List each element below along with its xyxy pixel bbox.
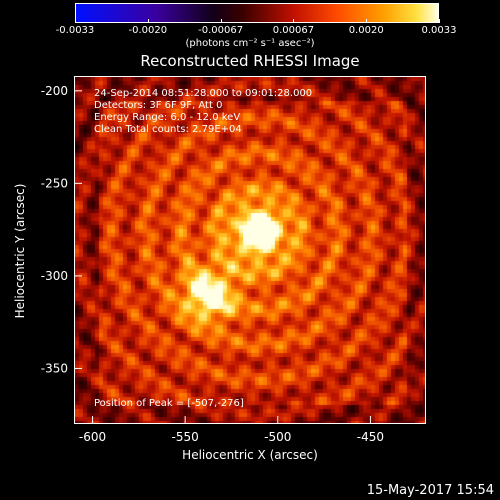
colorbar-tick-mark xyxy=(147,19,149,23)
clean-total-counts-label: Clean Total counts: 2.79E+04 xyxy=(94,124,242,135)
y-tick-label: -350 xyxy=(41,361,68,375)
peak-position-label: Position of Peak = [-507,-276] xyxy=(94,398,244,409)
colorbar-tick-mark xyxy=(439,19,440,23)
footer-date: 15-May-2017 15:54 xyxy=(366,483,494,498)
time-range-label: 24-Sep-2014 08:51:28.000 to 09:01:28.000 xyxy=(94,88,313,99)
colorbar-tick-label: -0.00067 xyxy=(198,25,244,36)
y-tick-label: -250 xyxy=(41,176,68,190)
x-tick-label: -600 xyxy=(79,430,106,444)
colorbar-tick-label: -0.0033 xyxy=(55,25,95,36)
colorbar-unit-label: (photons cm⁻² s⁻¹ asec⁻²) xyxy=(185,38,315,49)
colorbar-tick-label: 0.0033 xyxy=(421,25,457,36)
chart-title: Reconstructed RHESSI Image xyxy=(140,52,360,70)
colorbar-tick-mark xyxy=(293,19,295,23)
colorbar-tick-label: 0.00067 xyxy=(272,25,315,36)
colorbar xyxy=(75,3,439,23)
colorbar-tick-mark xyxy=(75,19,76,23)
x-tick-label: -450 xyxy=(357,430,384,444)
detectors-label: Detectors: 3F 6F 9F, Att 0 xyxy=(94,100,223,111)
y-tick-label: -200 xyxy=(41,84,68,98)
y-tick-label: -300 xyxy=(41,269,68,283)
heatmap-image xyxy=(74,76,426,424)
colorbar-tick-mark xyxy=(220,19,222,23)
x-tick-label: -500 xyxy=(264,430,291,444)
colorbar-tick-label: -0.0020 xyxy=(128,25,168,36)
colorbar-tick-label: 0.0020 xyxy=(348,25,384,36)
x-axis-label: Heliocentric X (arcsec) xyxy=(182,448,318,462)
colorbar-tick-mark xyxy=(366,19,368,23)
energy-range-label: Energy Range: 6.0 - 12.0 keV xyxy=(94,112,241,123)
x-tick-label: -550 xyxy=(172,430,199,444)
y-axis-label: Heliocentric Y (arcsec) xyxy=(13,183,27,319)
